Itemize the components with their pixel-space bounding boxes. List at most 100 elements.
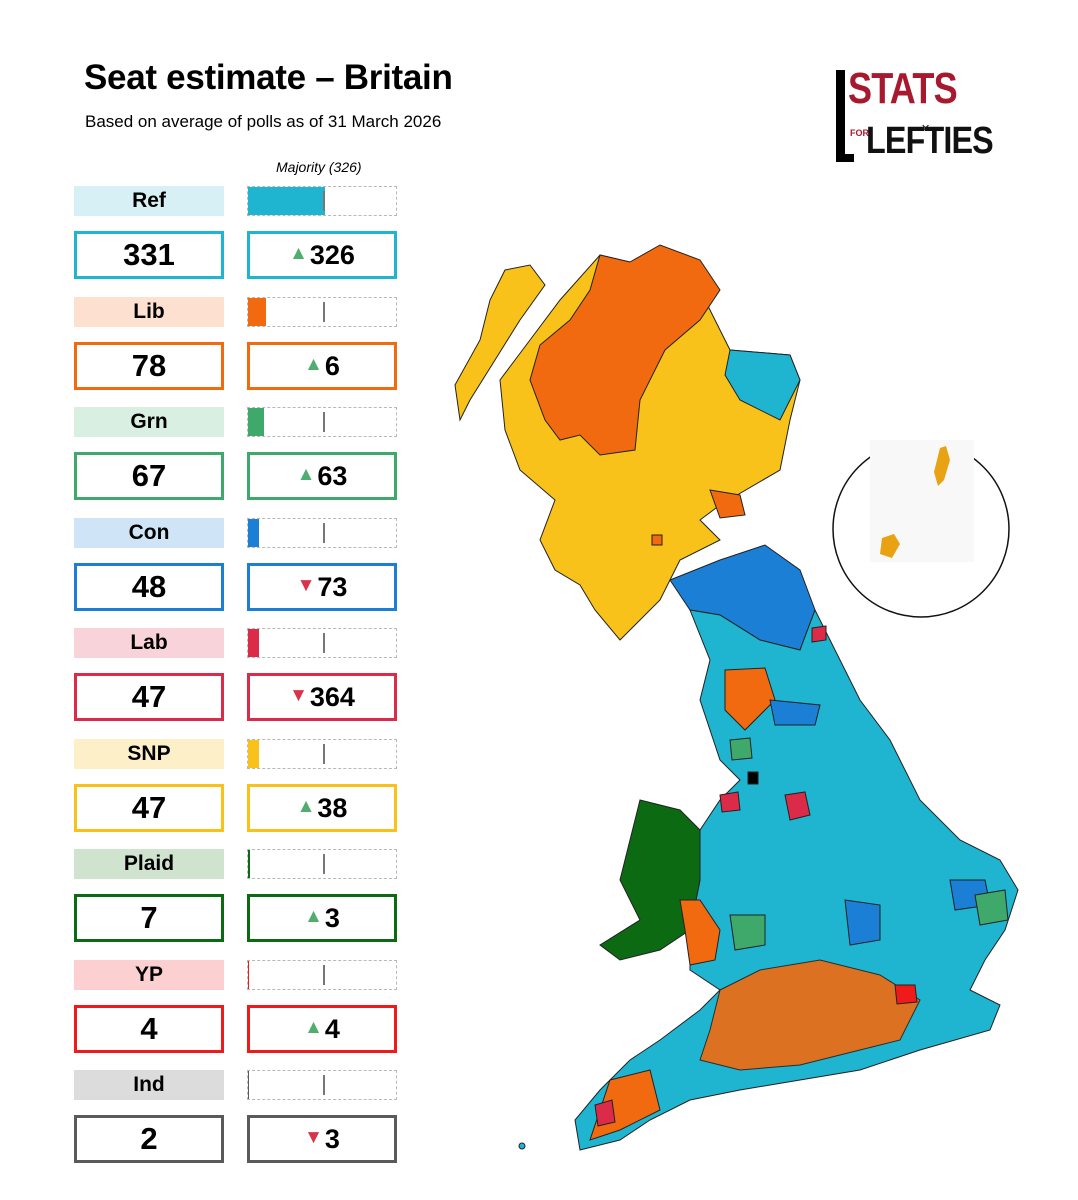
- shetland-orkney-inset: [832, 440, 1010, 618]
- majority-label: Majority (326): [276, 159, 362, 175]
- party-seat-bar-fill: [248, 298, 267, 326]
- party-row: Lib 78 ▲ 6: [0, 297, 420, 407]
- party-change-value: 364: [309, 681, 355, 712]
- majority-marker: [322, 854, 325, 874]
- party-seat-change: ▲ 38: [247, 784, 397, 832]
- map-con-north: [769, 699, 821, 726]
- party-seat-count: 4: [74, 1005, 224, 1053]
- party-seat-bar-fill: [248, 408, 264, 436]
- map-western-isles: [454, 264, 546, 422]
- party-seat-change: ▼ 3: [247, 1115, 397, 1163]
- party-seat-bar: [247, 297, 397, 327]
- party-seat-change: ▲ 4: [247, 1005, 397, 1053]
- map-south-lib: [699, 959, 921, 1071]
- party-row: Con 48 ▼ 73: [0, 518, 420, 628]
- change-arrow-icon: ▲: [289, 243, 308, 264]
- party-seat-count: 2: [74, 1115, 224, 1163]
- inset-orkney: [880, 534, 900, 558]
- party-seat-bar: [247, 518, 397, 548]
- party-seat-count: 67: [74, 452, 224, 500]
- party-row: Ind 2 ▼ 3: [0, 1070, 420, 1180]
- map-lab-manchester: [784, 791, 811, 821]
- party-seat-count: 48: [74, 563, 224, 611]
- party-change-value: 6: [324, 350, 340, 381]
- party-row: Grn 67 ▲ 63: [0, 407, 420, 517]
- map-scilly-isles: [518, 1142, 526, 1150]
- majority-marker: [322, 523, 325, 543]
- majority-marker: [322, 744, 325, 764]
- party-change-value: 3: [324, 1123, 340, 1154]
- party-name: YP: [74, 960, 224, 990]
- majority-marker: [322, 191, 325, 211]
- party-seat-change: ▲ 63: [247, 452, 397, 500]
- inset-shetland: [934, 446, 950, 486]
- party-row: Plaid 7 ▲ 3: [0, 849, 420, 959]
- map-wales: [599, 799, 701, 961]
- stats-for-lefties-logo: STATS FOR LEFTIES ✕: [834, 64, 994, 166]
- party-seat-change: ▲ 6: [247, 342, 397, 390]
- party-seat-bar: [247, 186, 397, 216]
- party-seat-bar: [247, 1070, 397, 1100]
- party-name: Lib: [74, 297, 224, 327]
- party-change-value: 326: [309, 239, 355, 270]
- change-arrow-icon: ▲: [296, 796, 316, 817]
- map-lab-liverpool: [719, 791, 741, 813]
- change-arrow-icon: ▲: [304, 1017, 323, 1038]
- party-row: SNP 47 ▲ 38: [0, 739, 420, 849]
- logo-cross-icon: ✕: [921, 123, 931, 135]
- majority-marker: [322, 302, 325, 322]
- majority-marker: [322, 1075, 325, 1095]
- map-yp-london: [894, 984, 918, 1005]
- party-change-value: 73: [317, 571, 348, 602]
- party-seat-count: 7: [74, 894, 224, 942]
- change-arrow-icon: ▲: [304, 354, 323, 375]
- map-con-midlands: [844, 899, 881, 946]
- majority-marker: [322, 412, 325, 432]
- logo-for-text: FOR: [850, 128, 869, 138]
- party-row: YP 4 ▲ 4: [0, 960, 420, 1070]
- map-grn-3: [729, 737, 753, 761]
- party-change-value: 3: [324, 902, 340, 933]
- party-name: Grn: [74, 407, 224, 437]
- map-grn-2: [974, 889, 1009, 926]
- map-lab-newcastle: [811, 625, 827, 643]
- party-seat-bar: [247, 628, 397, 658]
- party-seat-bar: [247, 407, 397, 437]
- change-arrow-icon: ▲: [296, 464, 316, 485]
- party-change-value: 63: [317, 460, 348, 491]
- party-row: Lab 47 ▼ 364: [0, 628, 420, 738]
- party-seat-bar-fill: [248, 961, 249, 989]
- majority-marker: [322, 633, 325, 653]
- party-row: Ref 331 ▲ 326: [0, 186, 420, 296]
- map-ind-blackburn: [747, 771, 759, 785]
- party-seat-bar: [247, 960, 397, 990]
- britain-constituency-map: [454, 244, 1019, 1151]
- logo-bar: [836, 70, 845, 162]
- party-seat-count: 47: [74, 784, 224, 832]
- party-seat-change: ▲ 326: [247, 231, 397, 279]
- map-aberdeenshire: [724, 349, 801, 421]
- page-title: Seat estimate – Britain: [84, 58, 453, 97]
- map-glasgow-lib: [651, 534, 663, 546]
- party-change-value: 4: [324, 1013, 340, 1044]
- party-seat-bar-fill: [248, 187, 325, 215]
- logo-foot: [836, 154, 854, 162]
- party-seat-change: ▼ 364: [247, 673, 397, 721]
- party-seat-bar: [247, 849, 397, 879]
- party-name: Plaid: [74, 849, 224, 879]
- party-name: Con: [74, 518, 224, 548]
- party-seat-bar-fill: [248, 629, 259, 657]
- party-change-value: 38: [317, 792, 348, 823]
- change-arrow-icon: ▼: [296, 575, 316, 596]
- party-seat-change: ▲ 3: [247, 894, 397, 942]
- party-seat-bar-fill: [248, 740, 259, 768]
- party-name: Ind: [74, 1070, 224, 1100]
- map-wales-lib: [679, 899, 721, 966]
- party-seat-count: 78: [74, 342, 224, 390]
- party-name: Lab: [74, 628, 224, 658]
- party-seat-bar-fill: [248, 850, 250, 878]
- majority-marker: [322, 965, 325, 985]
- party-seat-bar-fill: [248, 519, 260, 547]
- change-arrow-icon: ▼: [289, 685, 308, 706]
- map-cumbria-lib: [724, 667, 776, 731]
